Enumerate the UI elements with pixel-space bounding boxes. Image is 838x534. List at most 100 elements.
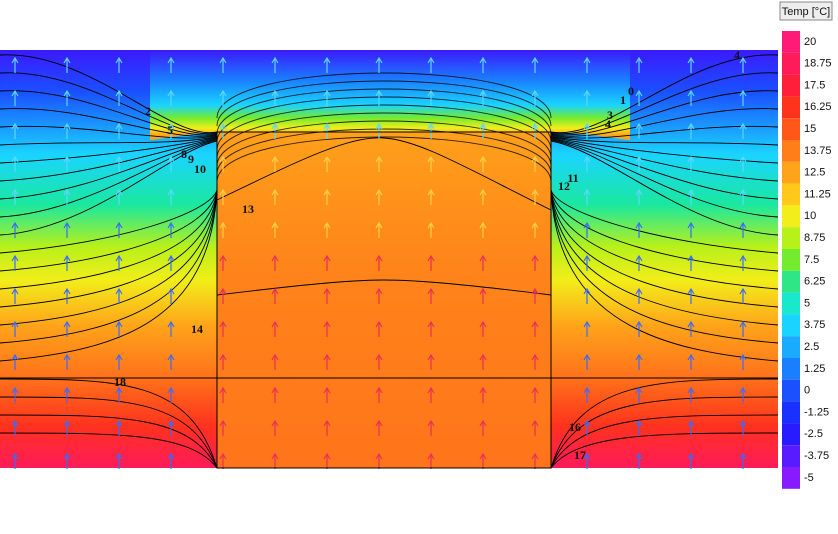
flux-arrow <box>11 386 19 403</box>
contour-label: 3 <box>607 108 613 122</box>
flux-arrow <box>11 452 19 469</box>
colorbar-tick-label: 18.75 <box>804 58 832 70</box>
isotherm <box>0 189 218 290</box>
contour-label: 4 <box>605 117 611 131</box>
flux-arrow <box>427 287 435 304</box>
flux-arrow <box>531 386 539 403</box>
flux-arrow <box>323 386 331 403</box>
flux-arrow <box>219 221 227 238</box>
colorbar-tick-label: 5 <box>804 297 810 309</box>
isotherm <box>550 189 779 290</box>
flux-arrow <box>479 353 487 370</box>
isotherm <box>216 279 552 296</box>
flux-arrow <box>63 188 71 205</box>
flux-arrow <box>635 155 643 172</box>
colorbar-title[interactable]: Temp [°C] <box>782 6 830 18</box>
isotherm <box>0 378 218 469</box>
isotherm <box>216 137 552 211</box>
flux-arrow <box>115 254 123 271</box>
flux-arrow <box>11 221 19 238</box>
flux-arrow <box>323 353 331 370</box>
flux-arrow <box>219 320 227 337</box>
isotherm <box>0 189 218 362</box>
flux-arrow <box>219 419 227 436</box>
isotherm <box>0 138 218 200</box>
contour-label: 12 <box>558 179 570 193</box>
isotherm <box>216 80 552 127</box>
flux-arrow <box>63 452 71 469</box>
isotherm <box>0 108 218 137</box>
flux-arrow <box>427 155 435 172</box>
flux-arrow <box>167 386 175 403</box>
flux-arrow <box>323 221 331 238</box>
isotherm <box>550 414 779 469</box>
flux-arrow <box>687 419 695 436</box>
isotherm <box>0 90 218 136</box>
colorbar-swatch <box>782 96 800 119</box>
isotherm <box>0 189 218 308</box>
flux-arrow <box>271 386 279 403</box>
flux-arrow <box>739 320 747 337</box>
isotherm <box>550 137 779 182</box>
contour-label: 10 <box>194 162 206 176</box>
isotherm <box>550 72 779 135</box>
flux-arrow <box>479 221 487 238</box>
flux-arrow <box>11 287 19 304</box>
flux-arrow <box>271 287 279 304</box>
colorbar-tick-label: 0 <box>804 385 810 397</box>
flux-arrow <box>167 188 175 205</box>
flux-arrow <box>531 254 539 271</box>
flux-arrow <box>687 188 695 205</box>
colorbar-swatch <box>782 118 800 140</box>
colorbar-title-box[interactable] <box>779 1 833 21</box>
flux-arrow <box>531 56 539 73</box>
flux-arrow <box>635 419 643 436</box>
flux-arrow <box>167 254 175 271</box>
flux-arrow <box>323 155 331 172</box>
flux-arrow <box>635 320 643 337</box>
flux-arrow <box>635 122 643 139</box>
flux-arrow <box>479 287 487 304</box>
isotherm <box>216 128 552 175</box>
flux-arrow <box>167 122 175 139</box>
contour-label: 11 <box>567 171 578 185</box>
flux-arrow <box>687 320 695 337</box>
flux-arrow <box>427 89 435 106</box>
isotherm <box>0 54 218 134</box>
flux-arrow <box>531 221 539 238</box>
flux-arrow <box>63 122 71 139</box>
flux-arrow <box>427 188 435 205</box>
colorbar-swatch <box>782 140 800 162</box>
isotherm <box>550 90 779 136</box>
flux-arrow <box>583 122 591 139</box>
isotherm <box>550 189 779 272</box>
flux-arrow <box>739 419 747 436</box>
flux-arrow <box>271 353 279 370</box>
flux-arrow <box>11 155 19 172</box>
flux-arrow <box>115 122 123 139</box>
flux-arrow <box>479 452 487 469</box>
flux-arrow <box>115 419 123 436</box>
flux-arrow <box>323 254 331 271</box>
isotherm <box>550 189 779 254</box>
flux-arrow <box>63 221 71 238</box>
flux-arrow <box>635 254 643 271</box>
flux-arrow <box>739 287 747 304</box>
flux-arrow <box>583 419 591 436</box>
colorbar-tick-label: 15 <box>804 123 816 135</box>
flux-arrow <box>375 56 383 73</box>
colorbar-swatch <box>782 358 800 380</box>
contour-label: 2 <box>145 104 151 118</box>
flux-arrow <box>115 353 123 370</box>
flux-arrow <box>635 287 643 304</box>
flux-arrow <box>167 419 175 436</box>
flux-arrow <box>687 386 695 403</box>
flux-arrow <box>635 452 643 469</box>
flux-arrow <box>479 89 487 106</box>
colorbar-tick-label: -2.5 <box>804 428 823 440</box>
flux-arrow <box>271 56 279 73</box>
flux-arrow <box>115 89 123 106</box>
flux-arrow <box>11 254 19 271</box>
flux-arrow <box>167 320 175 337</box>
flux-arrow <box>115 452 123 469</box>
